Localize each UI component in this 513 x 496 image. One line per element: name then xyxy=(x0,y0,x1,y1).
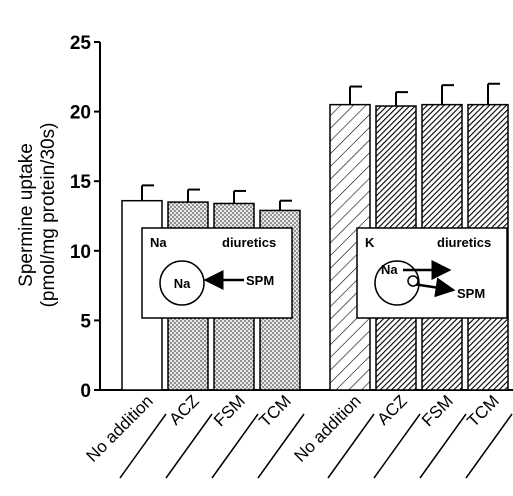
spm-label: SPM xyxy=(457,286,485,301)
x-tick-label: TCM xyxy=(463,391,502,430)
x-tick-label: No addition xyxy=(83,391,157,465)
x-tick-label: TCM xyxy=(255,391,294,430)
x-tick-label: No addition xyxy=(291,391,365,465)
x-tick-label: FSM xyxy=(418,391,457,430)
y-tick-label: 15 xyxy=(70,172,92,193)
y-tick-label: 25 xyxy=(70,33,92,54)
ion-label: Na xyxy=(150,235,167,250)
drug-label: diuretics xyxy=(222,235,276,250)
spm-label: SPM xyxy=(246,273,274,288)
chart: Spermine uptake (pmol/mg protein/30s) 0 5… xyxy=(0,0,513,496)
y-tick-label: 10 xyxy=(70,242,91,263)
drug-label: diuretics xyxy=(437,235,491,250)
ion-label: K xyxy=(365,235,375,250)
carrier xyxy=(408,276,418,286)
y-axis-label: Spermine uptake xyxy=(16,143,37,287)
y-axis-label: (pmol/mg protein/30s) xyxy=(38,123,59,308)
ion-label: Na xyxy=(381,262,398,277)
x-tick-label: ACZ xyxy=(165,391,202,428)
y-tick-label: 5 xyxy=(80,311,91,332)
y-tick-label: 20 xyxy=(70,103,91,124)
y-tick-label: 0 xyxy=(80,381,91,402)
x-tick-label: ACZ xyxy=(373,391,410,428)
x-tick-label: FSM xyxy=(210,391,249,430)
ion-label: Na xyxy=(174,276,191,291)
